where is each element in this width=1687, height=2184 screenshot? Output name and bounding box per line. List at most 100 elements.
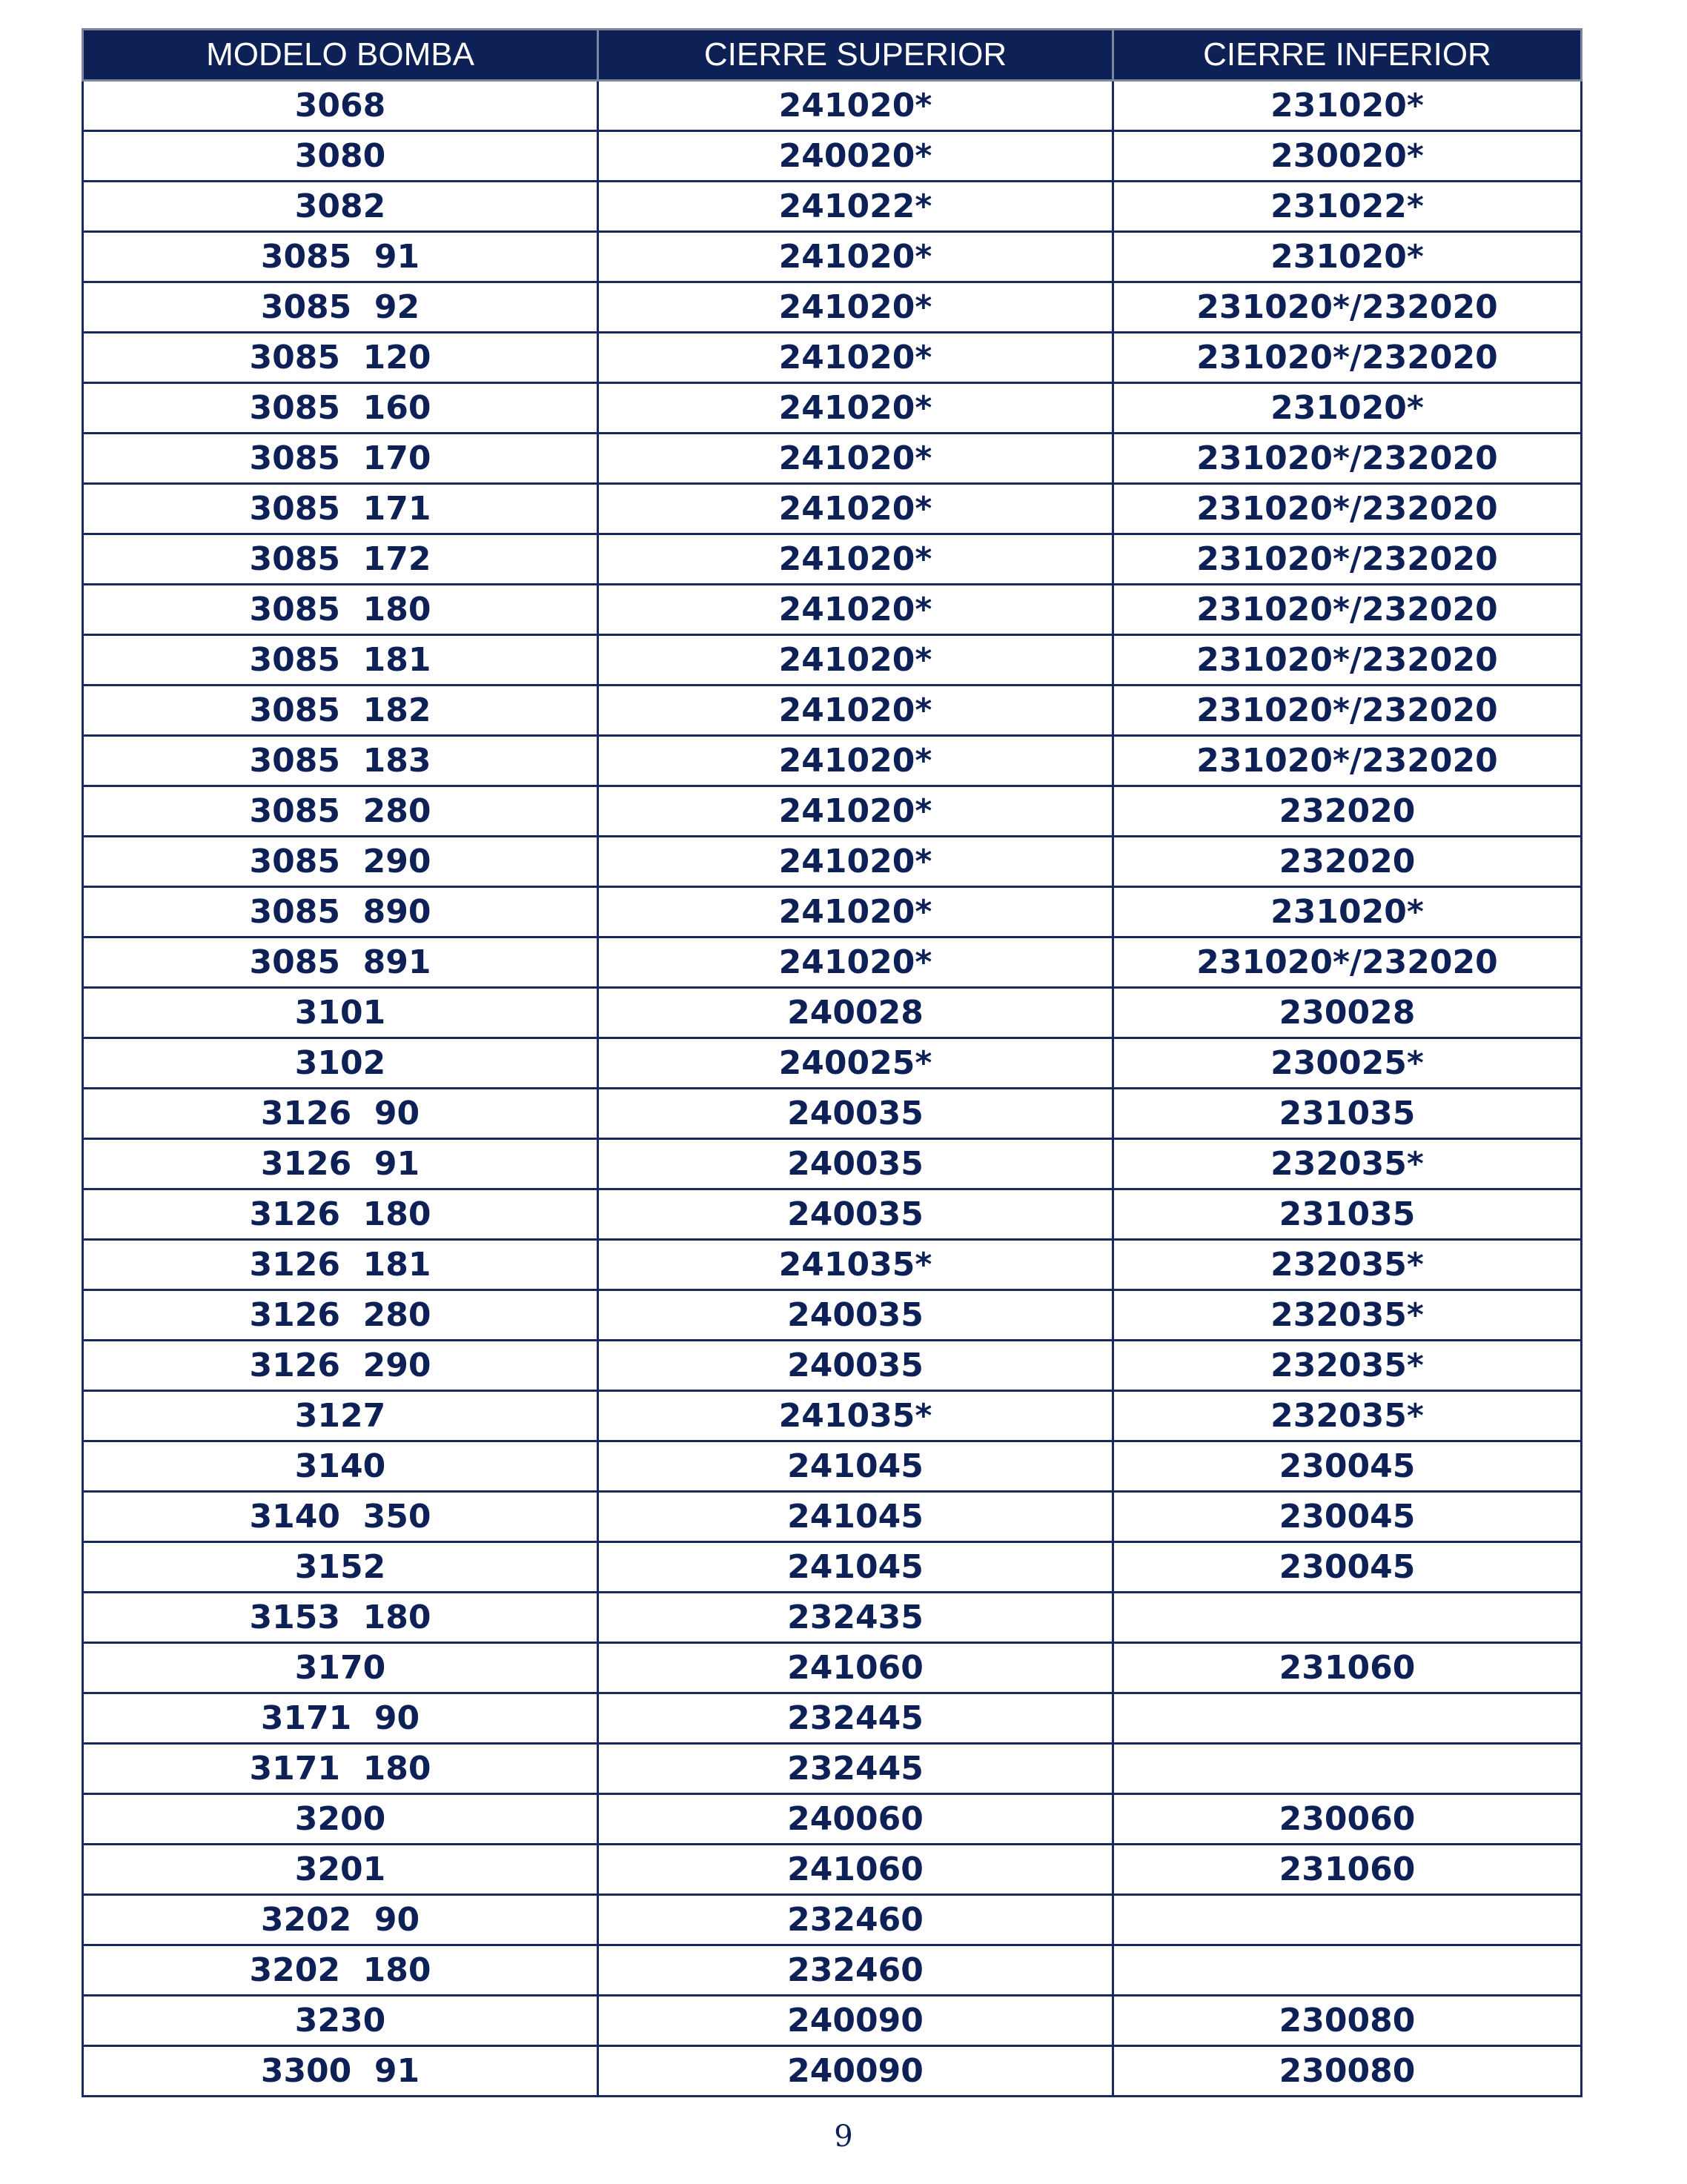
cierre-superior-cell: 241020* xyxy=(597,79,1114,132)
cierre-inferior-cell: 231020*/232020 xyxy=(1112,432,1582,485)
cierre-superior-cell: 241020* xyxy=(597,382,1114,434)
table-row: 3202 180 232460 xyxy=(82,1944,1582,1997)
modelo-bomba-cell: 3230 xyxy=(82,1994,599,2047)
column-header-cierre-inferior: CIERRE INFERIOR xyxy=(1112,28,1582,82)
column-header-cierre-superior: CIERRE SUPERIOR xyxy=(597,28,1114,82)
table-row: 3085 182 241020* 231020*/232020 xyxy=(82,684,1582,737)
modelo-bomba-cell: 3153 180 xyxy=(82,1591,599,1644)
cierre-inferior-cell: 231020*/232020 xyxy=(1112,533,1582,585)
cierre-inferior-cell: 231022* xyxy=(1112,180,1582,233)
cierre-superior-cell: 241035* xyxy=(597,1390,1114,1442)
cierre-superior-cell: 241020* xyxy=(597,482,1114,535)
table-row: 3085 280 241020* 232020 xyxy=(82,785,1582,837)
cierre-superior-cell: 240035 xyxy=(597,1339,1114,1392)
cierre-superior-cell: 241060 xyxy=(597,1642,1114,1694)
cierre-inferior-cell: 231020*/232020 xyxy=(1112,936,1582,989)
column-header-modelo-bomba: MODELO BOMBA xyxy=(82,28,599,82)
modelo-bomba-cell: 3085 182 xyxy=(82,684,599,737)
table-row: 3126 91 240035 232035* xyxy=(82,1138,1582,1190)
cierre-superior-cell: 232460 xyxy=(597,1893,1114,1946)
cierre-superior-cell: 241035* xyxy=(597,1238,1114,1291)
cierre-inferior-cell xyxy=(1112,1944,1582,1997)
page-number: 9 xyxy=(834,2120,853,2154)
modelo-bomba-cell: 3102 xyxy=(82,1037,599,1089)
cierre-superior-cell: 232445 xyxy=(597,1742,1114,1795)
table-row: 3085 181 241020* 231020*/232020 xyxy=(82,634,1582,686)
cierre-superior-cell: 241020* xyxy=(597,684,1114,737)
modelo-bomba-cell: 3085 183 xyxy=(82,734,599,787)
table-row: 3080 240020* 230020* xyxy=(82,130,1582,182)
cierre-superior-cell: 241020* xyxy=(597,281,1114,333)
modelo-bomba-cell: 3068 xyxy=(82,79,599,132)
cierre-inferior-cell: 231060 xyxy=(1112,1843,1582,1896)
table-row: 3126 180 240035 231035 xyxy=(82,1188,1582,1241)
cierre-inferior-cell: 231020*/232020 xyxy=(1112,583,1582,636)
table-row: 3170 241060 231060 xyxy=(82,1642,1582,1694)
modelo-bomba-cell: 3101 xyxy=(82,986,599,1039)
table-row: 3230 240090 230080 xyxy=(82,1994,1582,2047)
cierre-superior-cell: 240060 xyxy=(597,1793,1114,1845)
cierre-inferior-cell: 232035* xyxy=(1112,1390,1582,1442)
cierre-superior-cell: 240090 xyxy=(597,2045,1114,2097)
modelo-bomba-cell: 3126 280 xyxy=(82,1289,599,1341)
cierre-superior-cell: 240025* xyxy=(597,1037,1114,1089)
modelo-bomba-cell: 3300 91 xyxy=(82,2045,599,2097)
table-row: 3126 181 241035* 232035* xyxy=(82,1238,1582,1291)
table-row: 3300 91 240090 230080 xyxy=(82,2045,1582,2097)
table-row: 3200 240060 230060 xyxy=(82,1793,1582,1845)
table-row: 3126 280 240035 232035* xyxy=(82,1289,1582,1341)
table-row: 3085 170 241020* 231020*/232020 xyxy=(82,432,1582,485)
cierre-inferior-cell: 232035* xyxy=(1112,1238,1582,1291)
modelo-bomba-cell: 3202 90 xyxy=(82,1893,599,1946)
modelo-bomba-cell: 3085 170 xyxy=(82,432,599,485)
table-row: 3126 290 240035 232035* xyxy=(82,1339,1582,1392)
modelo-bomba-cell: 3085 120 xyxy=(82,331,599,384)
modelo-bomba-cell: 3085 160 xyxy=(82,382,599,434)
table-row: 3082 241022* 231022* xyxy=(82,180,1582,233)
cierre-inferior-cell xyxy=(1112,1742,1582,1795)
modelo-bomba-cell: 3085 171 xyxy=(82,482,599,535)
modelo-bomba-cell: 3085 280 xyxy=(82,785,599,837)
cierre-superior-cell: 240035 xyxy=(597,1087,1114,1140)
cierre-inferior-cell: 230080 xyxy=(1112,2045,1582,2097)
table-row: 3085 92 241020* 231020*/232020 xyxy=(82,281,1582,333)
table-row: 3085 183 241020* 231020*/232020 xyxy=(82,734,1582,787)
cierre-superior-cell: 240020* xyxy=(597,130,1114,182)
cierre-superior-cell: 241060 xyxy=(597,1843,1114,1896)
cierre-inferior-cell: 231035 xyxy=(1112,1087,1582,1140)
table-row: 3171 90 232445 xyxy=(82,1692,1582,1745)
cierre-inferior-cell xyxy=(1112,1591,1582,1644)
modelo-bomba-cell: 3152 xyxy=(82,1541,599,1593)
cierre-superior-cell: 240090 xyxy=(597,1994,1114,2047)
modelo-bomba-cell: 3171 180 xyxy=(82,1742,599,1795)
modelo-bomba-cell: 3126 90 xyxy=(82,1087,599,1140)
cierre-inferior-cell: 230045 xyxy=(1112,1440,1582,1493)
cierre-superior-cell: 241020* xyxy=(597,331,1114,384)
cierre-superior-cell: 241020* xyxy=(597,936,1114,989)
cierre-superior-cell: 241020* xyxy=(597,734,1114,787)
cierre-superior-cell: 241020* xyxy=(597,886,1114,938)
modelo-bomba-cell: 3085 172 xyxy=(82,533,599,585)
modelo-bomba-cell: 3085 91 xyxy=(82,230,599,283)
cierre-superior-cell: 232445 xyxy=(597,1692,1114,1745)
table-row: 3126 90 240035 231035 xyxy=(82,1087,1582,1140)
cierre-inferior-cell: 230045 xyxy=(1112,1541,1582,1593)
cierre-inferior-cell: 232035* xyxy=(1112,1339,1582,1392)
cierre-inferior-cell: 231035 xyxy=(1112,1188,1582,1241)
modelo-bomba-cell: 3127 xyxy=(82,1390,599,1442)
cierre-superior-cell: 241020* xyxy=(597,432,1114,485)
cierre-inferior-cell: 231020* xyxy=(1112,79,1582,132)
modelo-bomba-cell: 3140 xyxy=(82,1440,599,1493)
cierre-superior-cell: 241045 xyxy=(597,1440,1114,1493)
cierre-inferior-cell: 232035* xyxy=(1112,1289,1582,1341)
modelo-bomba-cell: 3085 290 xyxy=(82,835,599,888)
modelo-bomba-cell: 3085 890 xyxy=(82,886,599,938)
table-row: 3085 160 241020* 231020* xyxy=(82,382,1582,434)
cierre-inferior-cell xyxy=(1112,1692,1582,1745)
table-row: 3085 120 241020* 231020*/232020 xyxy=(82,331,1582,384)
cierre-superior-cell: 241020* xyxy=(597,583,1114,636)
modelo-bomba-cell: 3126 181 xyxy=(82,1238,599,1291)
table-row: 3171 180 232445 xyxy=(82,1742,1582,1795)
table-row: 3085 91 241020* 231020* xyxy=(82,230,1582,283)
cierre-inferior-cell: 231020*/232020 xyxy=(1112,634,1582,686)
